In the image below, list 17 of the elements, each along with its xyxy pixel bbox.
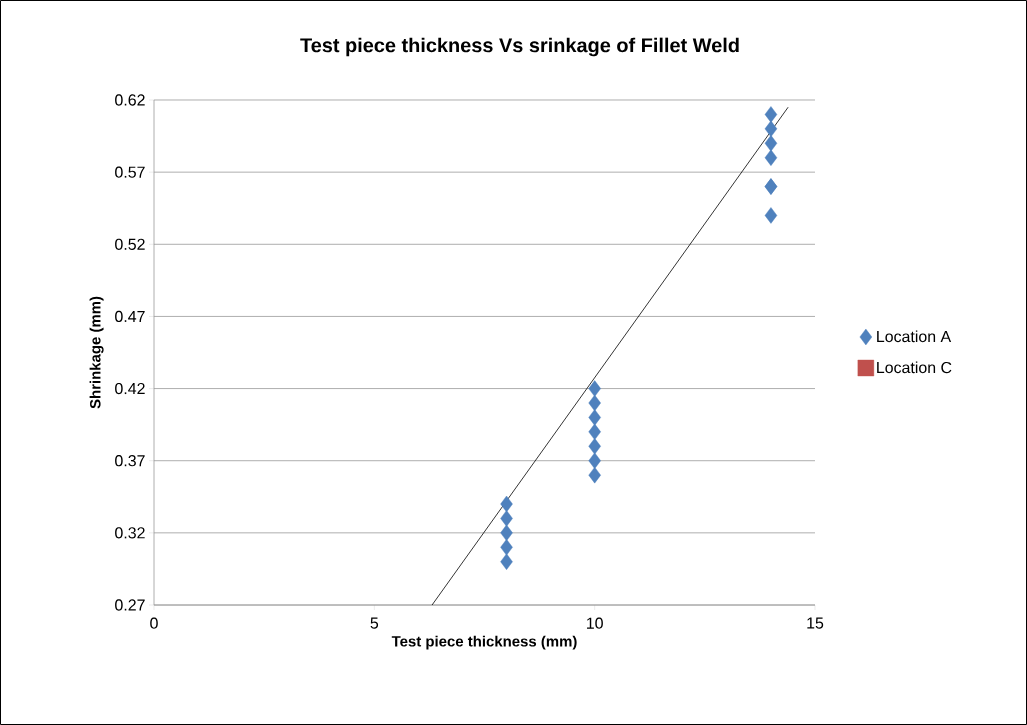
y-tick-label: 0.37 [115, 455, 145, 467]
x-tick-label: 15 [807, 617, 824, 629]
y-axis-title: Shrinkage (mm) [89, 296, 104, 409]
y-tick-label: 0.42 [115, 382, 145, 395]
chart-title: Test piece thickness Vs srinkage of Fillet Weld [300, 37, 739, 57]
y-tick-label: 0.57 [115, 166, 145, 178]
y-tick-label: 0.62 [115, 94, 145, 106]
y-tick-label: 0.47 [115, 310, 145, 323]
y-tick-label: 0.52 [115, 238, 145, 250]
x-tick-label: 5 [370, 617, 379, 629]
x-tick-label: 0 [150, 617, 158, 629]
x-tick-label: 10 [587, 617, 603, 629]
y-tick-label: 0.27 [115, 599, 145, 611]
x-axis-title: Test piece thickness (mm) [391, 635, 577, 650]
legend-label: Location C [877, 361, 952, 374]
legend-label: Location A [877, 330, 952, 343]
y-tick-label: 0.32 [115, 527, 145, 539]
